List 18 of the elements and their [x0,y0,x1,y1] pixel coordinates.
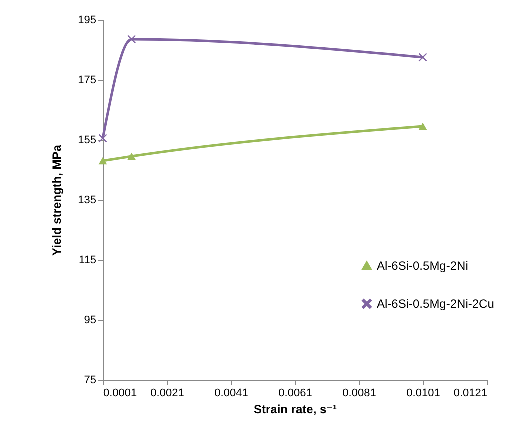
y-tick-label: 175 [78,74,96,86]
x-tick-label: 0.0121 [454,388,488,400]
y-tick-label: 115 [78,254,96,266]
y-tick-label: 155 [78,134,96,146]
x-tick-label: 0.0021 [150,388,184,400]
y-tick-label: 195 [78,14,96,26]
x-tick-label: 0.0061 [278,388,312,400]
y-tick-label: 95 [84,314,96,326]
x-tick-label: 0.0001 [104,388,138,400]
y-tick-label: 75 [84,374,96,386]
x-tick-label: 0.0101 [406,388,440,400]
x-tick-label: 0.0081 [342,388,376,400]
x-tick-label: 0.0041 [214,388,248,400]
y-axis-title: Yield strength, MPa [50,144,64,256]
legend-label: Al-6Si-0.5Mg-2Ni [377,259,468,273]
legend-label: Al-6Si-0.5Mg-2Ni-2Cu [377,297,494,311]
x-axis-title: Strain rate, s⁻¹ [254,402,338,416]
y-tick-label: 135 [78,194,96,206]
